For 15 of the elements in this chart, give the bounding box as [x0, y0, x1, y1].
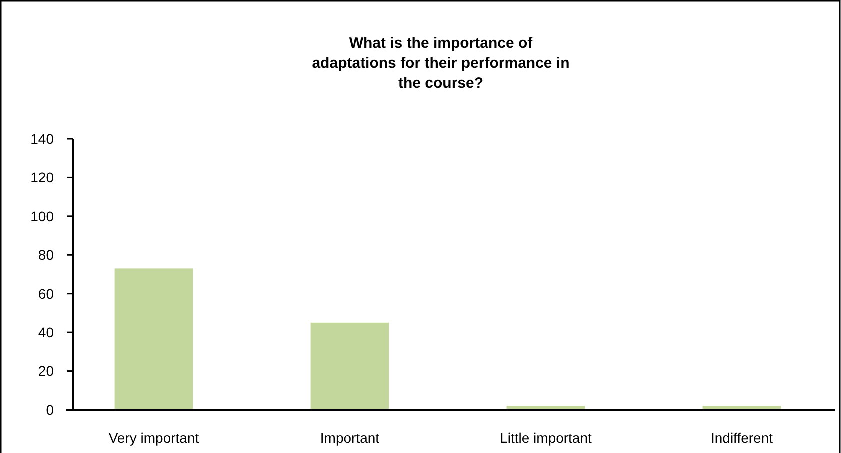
- chart-title: What is the importance of adaptations for their performance in the course?: [312, 35, 570, 92]
- x-tick-label: Little important: [500, 430, 592, 446]
- y-tick-label: 100: [30, 208, 54, 224]
- bar: [310, 322, 390, 410]
- bar: [114, 268, 194, 410]
- y-tick-label: 40: [38, 324, 54, 340]
- y-tick-label: 80: [38, 247, 54, 264]
- y-tick-label: 0: [46, 402, 54, 418]
- x-tick-label: Very important: [108, 430, 200, 446]
- x-tick-label: Indifferent: [710, 430, 774, 446]
- x-tick-label: Important: [320, 430, 380, 446]
- y-tick-label: 140: [30, 130, 54, 147]
- y-tick-label: 120: [30, 170, 54, 186]
- y-tick-label: 20: [38, 363, 54, 380]
- y-tick-label: 60: [38, 286, 54, 302]
